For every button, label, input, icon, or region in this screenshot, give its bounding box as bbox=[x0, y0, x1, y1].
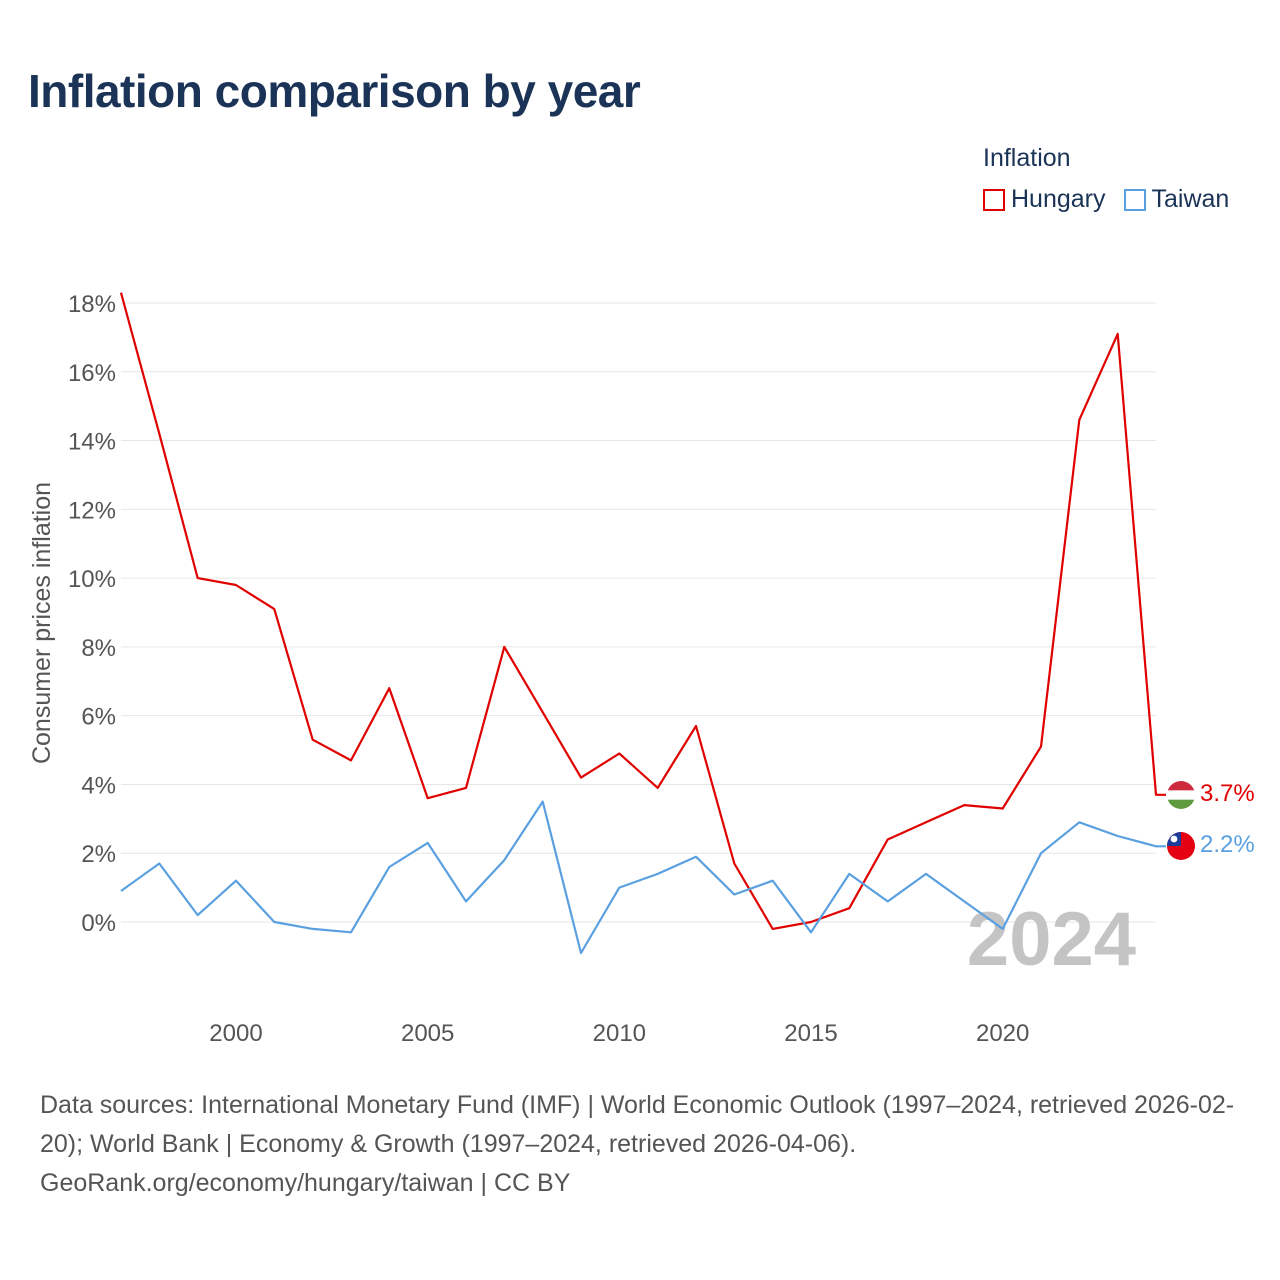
data-point-hungary[interactable] bbox=[617, 751, 621, 755]
data-point-taiwan[interactable] bbox=[732, 892, 736, 896]
data-point-hungary[interactable] bbox=[234, 583, 238, 587]
data-point-taiwan[interactable] bbox=[1039, 851, 1043, 855]
taiwan-end-label: 2.2% bbox=[1200, 831, 1255, 858]
data-point-taiwan[interactable] bbox=[1001, 927, 1005, 931]
data-point-hungary[interactable] bbox=[387, 686, 391, 690]
y-tick-label: 0% bbox=[81, 910, 116, 937]
data-point-hungary[interactable] bbox=[847, 906, 851, 910]
data-point-taiwan[interactable] bbox=[962, 899, 966, 903]
data-point-hungary[interactable] bbox=[886, 837, 890, 841]
data-point-hungary[interactable] bbox=[579, 776, 583, 780]
data-point-hungary[interactable] bbox=[464, 786, 468, 790]
data-point-hungary[interactable] bbox=[694, 724, 698, 728]
data-point-hungary[interactable] bbox=[771, 927, 775, 931]
data-point-taiwan[interactable] bbox=[886, 899, 890, 903]
legend-label-hungary: Hungary bbox=[1011, 185, 1106, 213]
data-point-hungary[interactable] bbox=[962, 803, 966, 807]
y-tick-label: 4% bbox=[81, 772, 116, 799]
data-point-hungary[interactable] bbox=[1077, 418, 1081, 422]
data-point-taiwan[interactable] bbox=[272, 920, 276, 924]
data-point-taiwan[interactable] bbox=[311, 927, 315, 931]
data-point-hungary[interactable] bbox=[1116, 332, 1120, 336]
data-point-taiwan[interactable] bbox=[387, 865, 391, 869]
data-point-taiwan[interactable] bbox=[1077, 820, 1081, 824]
y-tick-label: 2% bbox=[81, 841, 116, 868]
y-tick-label: 14% bbox=[68, 429, 116, 456]
data-point-hungary[interactable] bbox=[1039, 745, 1043, 749]
legend-title: Inflation bbox=[983, 144, 1071, 172]
hungary-end-label: 3.7% bbox=[1200, 780, 1255, 807]
x-tick-label: 2010 bbox=[593, 1020, 646, 1047]
legend-item-taiwan[interactable]: Taiwan bbox=[1123, 185, 1230, 214]
x-tick-label: 2020 bbox=[976, 1020, 1029, 1047]
data-point-taiwan[interactable] bbox=[924, 872, 928, 876]
data-point-hungary[interactable] bbox=[157, 432, 161, 436]
data-point-hungary[interactable] bbox=[1001, 807, 1005, 811]
data-point-taiwan[interactable] bbox=[1116, 834, 1120, 838]
legend-swatch-taiwan bbox=[1123, 188, 1146, 211]
data-point-taiwan[interactable] bbox=[656, 872, 660, 876]
watermark-year: 2024 bbox=[967, 897, 1136, 982]
data-point-taiwan[interactable] bbox=[464, 899, 468, 903]
data-point-taiwan[interactable] bbox=[579, 951, 583, 955]
data-point-taiwan[interactable] bbox=[502, 858, 506, 862]
line-chart: 0% 2% 4% 6% 8% 10% 12% 14% 16% 18% 2000 2005 2010 201… bbox=[28, 291, 1255, 1047]
y-tick-label: 6% bbox=[81, 704, 116, 731]
data-point-taiwan[interactable] bbox=[196, 913, 200, 917]
y-tick-label: 10% bbox=[68, 566, 116, 593]
data-point-taiwan[interactable] bbox=[541, 800, 545, 804]
x-tick-label: 2000 bbox=[209, 1020, 262, 1047]
data-point-hungary[interactable] bbox=[656, 786, 660, 790]
data-point-taiwan[interactable] bbox=[809, 930, 813, 934]
data-point-hungary[interactable] bbox=[732, 862, 736, 866]
chart-title: Inflation comparison by year bbox=[28, 65, 641, 117]
data-point-hungary[interactable] bbox=[541, 710, 545, 714]
y-tick-label: 16% bbox=[68, 360, 116, 387]
data-point-hungary[interactable] bbox=[349, 758, 353, 762]
legend: Hungary Taiwan bbox=[983, 185, 1229, 214]
data-point-hungary[interactable] bbox=[1154, 793, 1158, 797]
x-tick-label: 2005 bbox=[401, 1020, 454, 1047]
data-point-taiwan[interactable] bbox=[617, 886, 621, 890]
legend-label-taiwan: Taiwan bbox=[1151, 185, 1230, 213]
credit-line: GeoRank.org/economy/hungary/taiwan | CC … bbox=[40, 1169, 571, 1197]
legend-item-hungary[interactable]: Hungary bbox=[983, 185, 1106, 214]
y-tick-label: 8% bbox=[81, 635, 116, 662]
data-sources: Data sources: International Monetary Fun… bbox=[40, 1091, 1235, 1158]
data-point-taiwan[interactable] bbox=[157, 862, 161, 866]
hungary-flag-icon bbox=[1167, 781, 1195, 809]
data-point-hungary[interactable] bbox=[272, 607, 276, 611]
y-tick-label: 12% bbox=[68, 497, 116, 524]
series-line-taiwan[interactable] bbox=[120, 800, 1166, 955]
data-point-hungary[interactable] bbox=[196, 576, 200, 580]
series-line-hungary[interactable] bbox=[119, 292, 1166, 931]
data-point-taiwan[interactable] bbox=[234, 879, 238, 883]
data-point-hungary[interactable] bbox=[502, 645, 506, 649]
data-point-taiwan[interactable] bbox=[694, 855, 698, 859]
taiwan-flag-icon bbox=[1167, 832, 1195, 860]
data-point-taiwan[interactable] bbox=[119, 889, 123, 893]
data-point-taiwan[interactable] bbox=[1154, 844, 1158, 848]
data-point-hungary[interactable] bbox=[809, 920, 813, 924]
footer: Data sources: International Monetary Fun… bbox=[40, 1086, 1250, 1203]
data-point-hungary[interactable] bbox=[119, 291, 123, 295]
y-tick-label: 18% bbox=[68, 291, 116, 318]
data-point-taiwan[interactable] bbox=[847, 872, 851, 876]
data-point-taiwan[interactable] bbox=[349, 930, 353, 934]
data-point-hungary[interactable] bbox=[311, 738, 315, 742]
x-tick-label: 2015 bbox=[784, 1020, 837, 1047]
legend-swatch-hungary bbox=[983, 188, 1005, 211]
data-point-hungary[interactable] bbox=[924, 820, 928, 824]
data-point-hungary[interactable] bbox=[426, 796, 430, 800]
data-point-taiwan[interactable] bbox=[426, 841, 430, 845]
y-axis-label: Consumer prices inflation bbox=[28, 482, 56, 764]
data-point-taiwan[interactable] bbox=[771, 879, 775, 883]
